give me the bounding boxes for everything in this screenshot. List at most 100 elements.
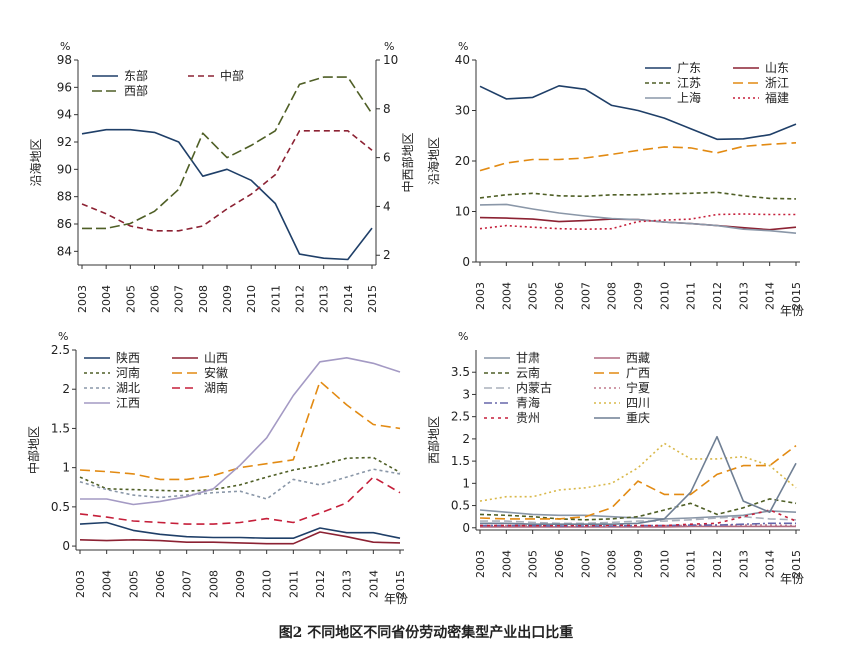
x-tick-label: 2012 xyxy=(314,570,327,598)
y2-axis-label: 中西部地区 xyxy=(400,132,415,192)
series-line-河南 xyxy=(79,456,401,493)
y-tick-label: 10 xyxy=(455,205,470,219)
legend-label-内蒙古: 内蒙古 xyxy=(516,380,552,395)
y-unit-label: % xyxy=(60,40,70,53)
x-tick-label: 2003 xyxy=(474,282,487,310)
x-tick-label: 2010 xyxy=(261,570,274,598)
series-line-湖北 xyxy=(79,468,401,500)
x-tick-label: 2005 xyxy=(127,570,140,598)
x-tick-label: 2007 xyxy=(181,570,194,598)
y-unit-label: % xyxy=(458,330,468,343)
x-tick-label: 2015 xyxy=(394,570,407,598)
y-tick-label: 3 xyxy=(462,387,470,401)
legend-label-江西: 江西 xyxy=(116,396,140,410)
legend-label-广东: 广东 xyxy=(677,61,701,75)
y-tick-label: 0.5 xyxy=(51,500,70,514)
series-line-四川 xyxy=(479,442,797,502)
x-tick-label: 2009 xyxy=(632,550,645,578)
chart-p2: % 0 10 20 30 40 2003 2004 2005 2006 2007 2008 2009 20… xyxy=(426,40,804,318)
figure-caption: 图2 不同地区不同省份劳动密集型产业出口比重 xyxy=(278,625,574,641)
series-line-青海 xyxy=(480,522,796,527)
x-tick-label: 2010 xyxy=(245,285,258,313)
y-tick-label: 1.5 xyxy=(51,421,70,435)
y-tick-label: 84 xyxy=(57,244,72,258)
x-tick-label: 2011 xyxy=(287,570,300,598)
x-tick-label: 2008 xyxy=(606,282,619,310)
legend-label-江苏: 江苏 xyxy=(677,76,701,90)
x-tick-label: 2004 xyxy=(100,285,113,313)
x-tick-label: 2005 xyxy=(124,285,137,313)
series-line-山西 xyxy=(79,531,401,545)
legend-label-四川: 四川 xyxy=(626,396,650,410)
y-tick-label: 3.5 xyxy=(451,365,470,379)
legend-label-贵州: 贵州 xyxy=(516,411,540,425)
y-unit-label: % xyxy=(458,40,468,53)
legend-label-甘肃: 甘肃 xyxy=(516,351,540,365)
x-tick-label: 2007 xyxy=(579,550,592,578)
x-tick-label: 2011 xyxy=(685,550,698,578)
legend-label-云南: 云南 xyxy=(516,365,540,380)
y-tick-label: 94 xyxy=(57,108,72,122)
x-tick-label: 2012 xyxy=(711,282,724,310)
series-line-江苏 xyxy=(479,191,797,200)
x-tick-label: 2006 xyxy=(154,570,167,598)
series-line-浙江 xyxy=(479,142,797,172)
x-tick-label: 2010 xyxy=(658,282,671,310)
x-axis-label: 年份 xyxy=(384,592,408,606)
x-tick-label: 2013 xyxy=(737,282,750,310)
series-line-中部 xyxy=(81,130,373,232)
y-tick-label: 0 xyxy=(462,255,470,269)
y2-tick-label: 4 xyxy=(383,199,391,213)
x-tick-label: 2014 xyxy=(764,550,777,578)
legend-label-上海: 上海 xyxy=(677,90,701,105)
series-line-江西 xyxy=(80,356,401,506)
x-tick-label: 2013 xyxy=(341,570,354,598)
y-tick-label: 96 xyxy=(57,80,72,94)
legend-label-安徽: 安徽 xyxy=(204,365,228,380)
series-line-湖南 xyxy=(79,476,401,525)
x-tick-label: 2006 xyxy=(553,282,566,310)
legend-label-青海: 青海 xyxy=(516,395,540,410)
x-tick-label: 2009 xyxy=(234,570,247,598)
x-tick-label: 2014 xyxy=(764,282,777,310)
x-tick-label: 2015 xyxy=(366,285,379,313)
y-axis-label: 沿海地区 xyxy=(28,138,43,186)
series-line-东部 xyxy=(81,128,373,261)
legend-label-福建: 福建 xyxy=(765,90,789,105)
chart-p4: % 0 0.5 1 1.5 2 2.5 3 3.5 2003 2004 2005 2006 2007 200… xyxy=(426,330,804,586)
x-tick-label: 2003 xyxy=(76,285,89,313)
x-tick-label: 2008 xyxy=(606,550,619,578)
y-tick-label: 88 xyxy=(57,190,72,204)
series-line-广西 xyxy=(479,444,797,520)
x-tick-label: 2009 xyxy=(221,285,234,313)
y-unit-label: % xyxy=(58,330,68,343)
x-tick-label: 2003 xyxy=(74,570,87,598)
y-tick-label: 1 xyxy=(462,476,470,490)
y2-tick-label: 6 xyxy=(383,151,391,165)
x-axis-label: 年份 xyxy=(780,572,804,586)
x-tick-label: 2007 xyxy=(579,282,592,310)
x-tick-label: 2004 xyxy=(500,550,513,578)
y2-tick-label: 10 xyxy=(383,53,398,67)
y-tick-label: 2.5 xyxy=(451,410,470,424)
legend-label-湖北: 湖北 xyxy=(116,380,140,395)
y-tick-label: 2 xyxy=(62,382,70,396)
x-tick-label: 2006 xyxy=(553,550,566,578)
y-tick-label: 0 xyxy=(462,521,470,535)
legend-label-西藏: 西藏 xyxy=(626,351,650,365)
legend-label-中部: 中部 xyxy=(220,68,244,83)
series-line-西部 xyxy=(82,76,373,230)
x-tick-label: 2013 xyxy=(737,550,750,578)
legend-label-宁夏: 宁夏 xyxy=(626,380,650,395)
legend-label-山东: 山东 xyxy=(765,61,789,75)
y-axis-label: 沿海地区 xyxy=(426,137,441,185)
x-tick-label: 2012 xyxy=(294,285,307,313)
x-tick-label: 2011 xyxy=(269,285,282,313)
x-tick-label: 2014 xyxy=(367,570,380,598)
y-tick-label: 1 xyxy=(62,461,70,475)
y-tick-label: 40 xyxy=(455,53,470,67)
legend-label-广西: 广西 xyxy=(626,366,650,380)
x-tick-label: 2010 xyxy=(658,550,671,578)
